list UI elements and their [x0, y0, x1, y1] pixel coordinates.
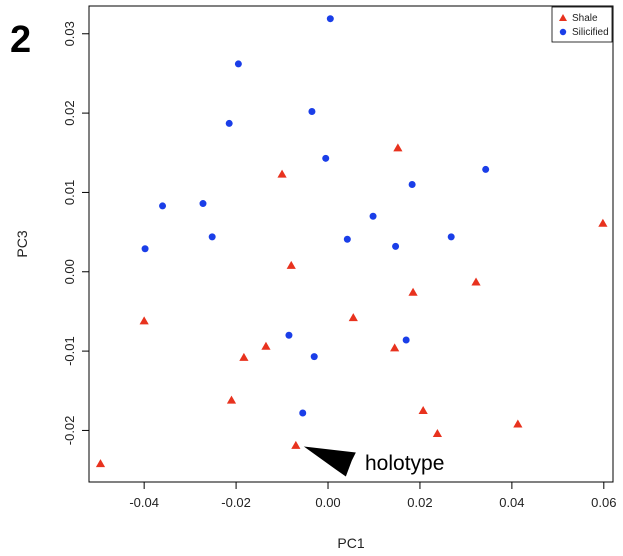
legend-shale-label: Shale	[572, 13, 598, 24]
data-point-shale	[408, 287, 418, 296]
data-point-silicified	[199, 200, 207, 208]
data-point-shale	[513, 419, 523, 428]
data-point-silicified	[343, 235, 351, 243]
data-point-silicified	[326, 15, 334, 23]
y-tick-label: -0.02	[62, 416, 77, 446]
data-point-shale	[286, 260, 296, 269]
y-tick-label: 0.00	[62, 259, 77, 284]
data-point-shale	[226, 395, 237, 404]
data-point-shale	[418, 406, 428, 414]
data-point-shale	[348, 313, 358, 322]
x-tick-label: 0.04	[499, 495, 524, 510]
holotype-arrow	[303, 446, 356, 477]
data-point-silicified	[408, 181, 416, 188]
data-point-shale	[432, 429, 443, 438]
data-point-shale	[390, 343, 400, 352]
x-tick-label: 0.00	[315, 495, 340, 510]
legend-silicified-marker	[559, 28, 567, 36]
data-point-silicified	[310, 353, 318, 361]
plot-frame	[88, 5, 614, 483]
data-point-silicified	[299, 409, 307, 417]
legend-silicified-label: Silicified	[572, 27, 609, 38]
y-axis: -0.02 -0.01 0.00 0.01 0.02 0.03	[62, 21, 89, 445]
data-point-silicified	[234, 60, 242, 68]
data-point-silicified	[285, 331, 293, 339]
y-tick-label: -0.01	[62, 336, 77, 366]
data-point-silicified	[402, 336, 410, 344]
x-tick-label: -0.04	[129, 495, 159, 510]
legend: Shale Silicified	[551, 6, 613, 43]
data-point-silicified	[369, 212, 377, 220]
data-point-silicified	[225, 119, 233, 127]
x-axis-label: PC1	[337, 535, 364, 551]
data-point-silicified	[208, 233, 216, 241]
data-point-shale	[95, 459, 106, 468]
holotype-label: holotype	[365, 452, 444, 475]
data-point-silicified	[392, 242, 400, 250]
legend-shale-marker	[559, 14, 567, 21]
data-point-silicified	[482, 165, 490, 173]
data-point-shale	[598, 218, 608, 227]
y-tick-label: 0.02	[62, 100, 77, 125]
x-tick-label: 0.06	[591, 495, 616, 510]
x-tick-label: -0.02	[221, 495, 251, 510]
y-tick-label: 0.03	[62, 21, 77, 46]
legend-box	[551, 6, 613, 43]
data-point-silicified	[159, 202, 167, 210]
data-point-shale	[393, 143, 403, 152]
y-tick-label: 0.01	[62, 180, 77, 205]
data-point-shale	[239, 352, 249, 361]
data-point-shale	[471, 277, 481, 286]
data-point-shale	[277, 169, 287, 178]
y-axis-label: PC3	[14, 230, 30, 257]
data-point-silicified	[141, 245, 149, 253]
data-points	[95, 15, 608, 468]
data-point-silicified	[308, 108, 316, 116]
data-point-shale	[291, 440, 301, 449]
holotype-annotation: holotype	[303, 446, 444, 477]
panel-label: 2	[10, 19, 31, 61]
data-point-shale	[261, 341, 271, 350]
x-tick-label: 0.02	[407, 495, 432, 510]
data-point-silicified	[447, 233, 455, 241]
x-axis: -0.04 -0.02 0.00 0.02 0.04 0.06	[129, 482, 616, 510]
data-point-silicified	[322, 154, 330, 162]
data-point-shale	[139, 316, 149, 325]
